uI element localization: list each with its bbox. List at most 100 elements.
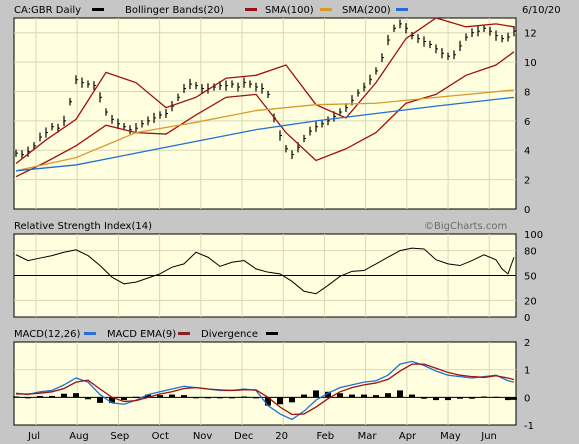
price-overlay-line <box>15 96 515 172</box>
divergence-bar <box>505 397 511 401</box>
divergence-bar <box>361 394 367 398</box>
legend-label: Bollinger Bands(20) <box>125 5 224 16</box>
divergence-bar <box>157 395 163 398</box>
x-tick-label: Dec <box>234 431 253 442</box>
divergence-bar <box>61 393 67 398</box>
x-tick-label: Sep <box>110 431 129 442</box>
y-tick-label: 0 <box>524 393 530 404</box>
divergence-bar <box>445 397 451 401</box>
divergence-bar <box>145 394 151 398</box>
divergence-bar <box>493 396 499 398</box>
macd-panel-bg <box>13 341 517 426</box>
divergence-bar <box>217 397 223 399</box>
price-panel-bg <box>13 17 517 210</box>
x-tick-label: May <box>440 431 461 442</box>
divergence-bar <box>109 397 115 403</box>
x-tick-label: Mar <box>358 431 378 442</box>
legend-label: SMA(200) <box>342 5 391 16</box>
macd-legend: MACD(12,26) MACD EMA(9) Divergence <box>14 329 278 340</box>
date-label: 6/10/20 <box>522 5 561 16</box>
legend-label: Divergence <box>201 329 258 340</box>
divergence-bar <box>277 397 283 405</box>
legend-label: SMA(100) <box>265 5 314 16</box>
divergence-bar <box>193 397 199 399</box>
divergence-bar <box>469 397 475 399</box>
y-tick-label: 2 <box>524 338 530 349</box>
y-tick-label: 2 <box>524 176 530 187</box>
divergence-bar <box>25 397 31 399</box>
macd-ema-line <box>16 363 515 416</box>
divergence-bar <box>85 397 91 400</box>
price-overlay-line <box>15 89 515 172</box>
divergence-bar <box>421 397 427 399</box>
divergence-bar <box>373 395 379 398</box>
divergence-bar <box>409 394 415 398</box>
legend-swatch <box>266 332 278 335</box>
divergence-bar <box>265 397 271 406</box>
divergence-bar <box>121 397 127 401</box>
x-tick-label: Oct <box>152 431 169 442</box>
legend-swatch <box>178 332 190 335</box>
y-tick-label: 6 <box>524 117 530 128</box>
y-tick-label: 100 <box>524 230 543 241</box>
divergence-bar <box>181 395 187 398</box>
y-tick-label: 20 <box>524 296 537 307</box>
divergence-bar <box>13 396 19 398</box>
divergence-bar <box>313 390 319 398</box>
divergence-bar <box>337 393 343 398</box>
price-legend-swatch <box>92 8 104 11</box>
x-tick-label: Aug <box>69 431 89 442</box>
divergence-bar <box>205 397 211 399</box>
divergence-bar <box>229 397 235 399</box>
divergence-bar <box>349 394 355 398</box>
y-tick-label: 4 <box>524 146 530 157</box>
divergence-bar <box>385 393 391 398</box>
x-tick-label: Nov <box>193 431 213 442</box>
x-tick-label: Jun <box>480 431 497 442</box>
legend-swatch <box>396 8 408 11</box>
divergence-bar <box>97 397 103 403</box>
x-tick-label: Feb <box>316 431 334 442</box>
divergence-bar <box>457 397 463 399</box>
y-tick-label: 0 <box>524 313 530 324</box>
divergence-bar <box>511 397 517 400</box>
y-tick-label: 8 <box>524 87 530 98</box>
y-tick-label: 10 <box>524 58 537 69</box>
x-tick-label: Jul <box>27 431 40 442</box>
symbol-label: CA:GBR Daily <box>14 5 81 16</box>
divergence-bar <box>253 397 259 399</box>
legend-swatch <box>84 332 96 335</box>
divergence-bar <box>325 391 331 398</box>
divergence-bar <box>49 395 55 398</box>
x-tick-label: Apr <box>399 431 417 442</box>
y-tick-label: 12 <box>524 29 537 40</box>
y-tick-label: -1 <box>524 421 534 432</box>
legend-label: MACD EMA(9) <box>107 329 176 340</box>
legend-swatch <box>320 8 332 11</box>
divergence-bar <box>37 395 43 398</box>
divergence-bar <box>73 393 79 398</box>
rsi-line <box>15 247 515 295</box>
divergence-bar <box>433 397 439 401</box>
divergence-bar <box>241 396 247 398</box>
divergence-bar <box>133 396 139 398</box>
macd-line <box>15 360 515 421</box>
price-legend: Bollinger Bands(20) SMA(100) SMA(200) <box>92 5 408 16</box>
y-tick-label: 80 <box>524 247 537 258</box>
x-tick-label: 20 <box>275 431 288 442</box>
divergence-bar <box>289 397 295 403</box>
price-overlay-line <box>15 17 515 164</box>
divergence-bar <box>397 390 403 398</box>
y-tick-label: 1 <box>524 366 530 377</box>
divergence-bar <box>301 394 307 398</box>
price-overlay-line <box>15 51 515 178</box>
divergence-bar <box>481 396 487 398</box>
rsi-title: Relative Strength Index(14) <box>14 221 152 232</box>
watermark: ©BigCharts.com <box>424 221 507 232</box>
divergence-bar <box>169 394 175 398</box>
legend-swatch <box>245 8 257 11</box>
y-tick-label: 0 <box>524 205 530 216</box>
legend-label: MACD(12,26) <box>14 329 81 340</box>
